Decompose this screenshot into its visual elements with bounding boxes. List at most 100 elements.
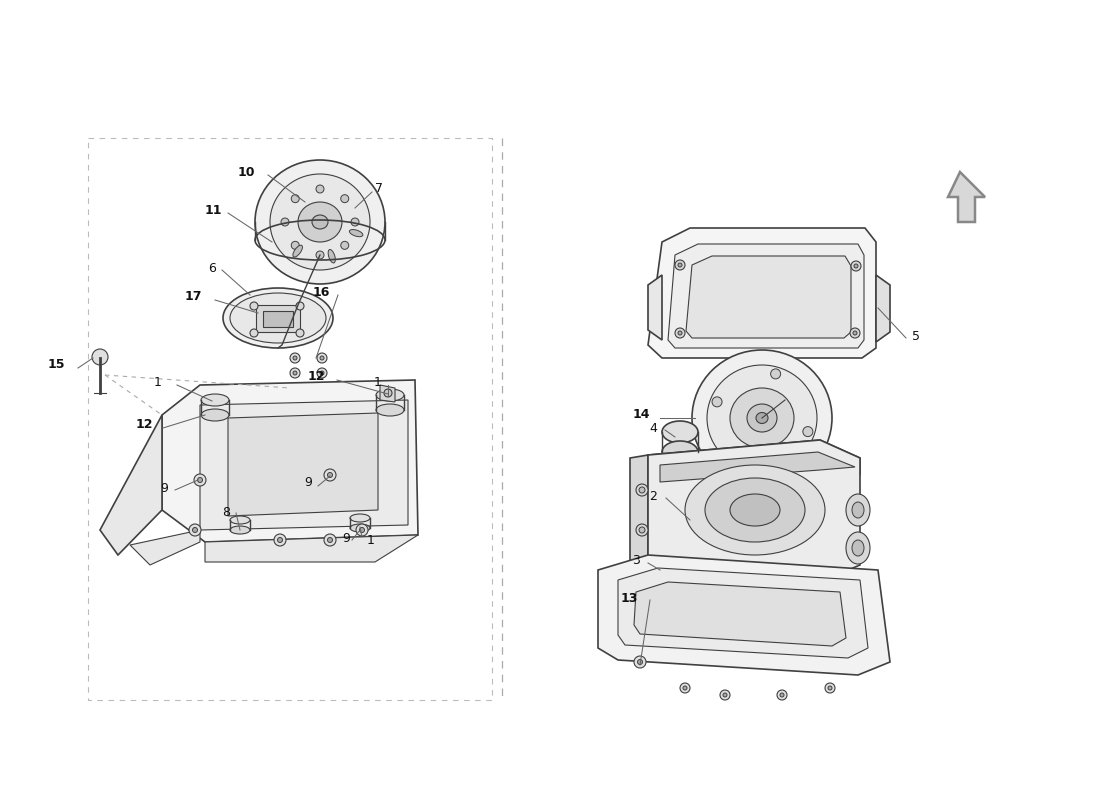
Text: 3: 3 <box>632 554 640 566</box>
Ellipse shape <box>662 441 698 463</box>
Polygon shape <box>948 172 984 222</box>
Polygon shape <box>660 452 855 482</box>
Ellipse shape <box>270 174 370 270</box>
Text: 9: 9 <box>342 531 350 545</box>
Circle shape <box>341 194 349 202</box>
Ellipse shape <box>298 202 342 242</box>
Circle shape <box>675 328 685 338</box>
Ellipse shape <box>201 394 229 406</box>
Text: 13: 13 <box>620 591 638 605</box>
Circle shape <box>316 251 324 259</box>
Circle shape <box>678 263 682 267</box>
Polygon shape <box>748 358 770 368</box>
Ellipse shape <box>846 532 870 564</box>
Ellipse shape <box>747 404 777 432</box>
Circle shape <box>292 242 299 250</box>
Circle shape <box>720 690 730 700</box>
Circle shape <box>746 458 756 468</box>
Text: 10: 10 <box>238 166 255 178</box>
Polygon shape <box>648 440 860 475</box>
Circle shape <box>634 656 646 668</box>
Polygon shape <box>668 244 864 348</box>
Ellipse shape <box>312 215 328 229</box>
Circle shape <box>639 527 645 533</box>
Text: 16: 16 <box>312 286 330 298</box>
Ellipse shape <box>692 350 832 486</box>
Polygon shape <box>686 256 851 338</box>
Polygon shape <box>162 380 418 542</box>
Polygon shape <box>263 311 293 327</box>
Polygon shape <box>379 385 395 402</box>
Text: 11: 11 <box>205 203 222 217</box>
Circle shape <box>360 527 364 533</box>
Text: 15: 15 <box>47 358 65 371</box>
Polygon shape <box>630 455 648 570</box>
Circle shape <box>675 260 685 270</box>
Circle shape <box>194 474 206 486</box>
Ellipse shape <box>846 494 870 526</box>
Text: 14: 14 <box>632 409 650 422</box>
Circle shape <box>320 371 324 375</box>
Circle shape <box>712 397 722 407</box>
Circle shape <box>636 484 648 496</box>
Ellipse shape <box>376 404 404 416</box>
Circle shape <box>192 527 198 533</box>
Circle shape <box>850 328 860 338</box>
Text: 9: 9 <box>161 482 168 494</box>
Polygon shape <box>228 413 378 516</box>
Polygon shape <box>598 555 890 675</box>
Polygon shape <box>205 535 418 562</box>
Circle shape <box>274 534 286 546</box>
Text: 17: 17 <box>185 290 202 303</box>
Ellipse shape <box>662 421 698 443</box>
Circle shape <box>328 538 332 542</box>
Ellipse shape <box>230 516 250 524</box>
Ellipse shape <box>852 502 864 518</box>
Circle shape <box>828 686 832 690</box>
Circle shape <box>636 524 648 536</box>
Circle shape <box>777 690 786 700</box>
Circle shape <box>852 331 857 335</box>
Circle shape <box>293 371 297 375</box>
Circle shape <box>680 683 690 693</box>
Circle shape <box>639 487 645 493</box>
Ellipse shape <box>230 293 326 343</box>
Circle shape <box>678 331 682 335</box>
Circle shape <box>803 426 813 437</box>
Circle shape <box>341 242 349 250</box>
Polygon shape <box>130 530 200 565</box>
Ellipse shape <box>852 540 864 556</box>
Polygon shape <box>648 440 860 582</box>
Circle shape <box>328 473 332 478</box>
Polygon shape <box>100 415 162 555</box>
Text: 1: 1 <box>367 534 375 546</box>
Polygon shape <box>618 568 868 658</box>
Circle shape <box>290 368 300 378</box>
Text: 9: 9 <box>304 477 312 490</box>
Circle shape <box>771 369 781 379</box>
Circle shape <box>317 353 327 363</box>
Circle shape <box>825 683 835 693</box>
Text: 2: 2 <box>649 490 657 502</box>
Circle shape <box>316 185 324 193</box>
Ellipse shape <box>756 413 768 423</box>
Polygon shape <box>648 228 876 358</box>
Circle shape <box>293 356 297 360</box>
Circle shape <box>250 329 258 337</box>
Ellipse shape <box>223 288 333 348</box>
Circle shape <box>320 356 324 360</box>
Polygon shape <box>648 275 662 340</box>
Text: 1: 1 <box>374 375 382 389</box>
Ellipse shape <box>707 365 817 471</box>
Ellipse shape <box>730 388 794 448</box>
Text: 7: 7 <box>375 182 383 194</box>
Text: 5: 5 <box>912 330 920 342</box>
Circle shape <box>384 389 392 397</box>
Polygon shape <box>634 582 846 646</box>
Ellipse shape <box>230 526 250 534</box>
Ellipse shape <box>685 465 825 555</box>
Circle shape <box>780 693 784 697</box>
Circle shape <box>324 534 336 546</box>
Circle shape <box>854 264 858 268</box>
Ellipse shape <box>350 230 363 237</box>
